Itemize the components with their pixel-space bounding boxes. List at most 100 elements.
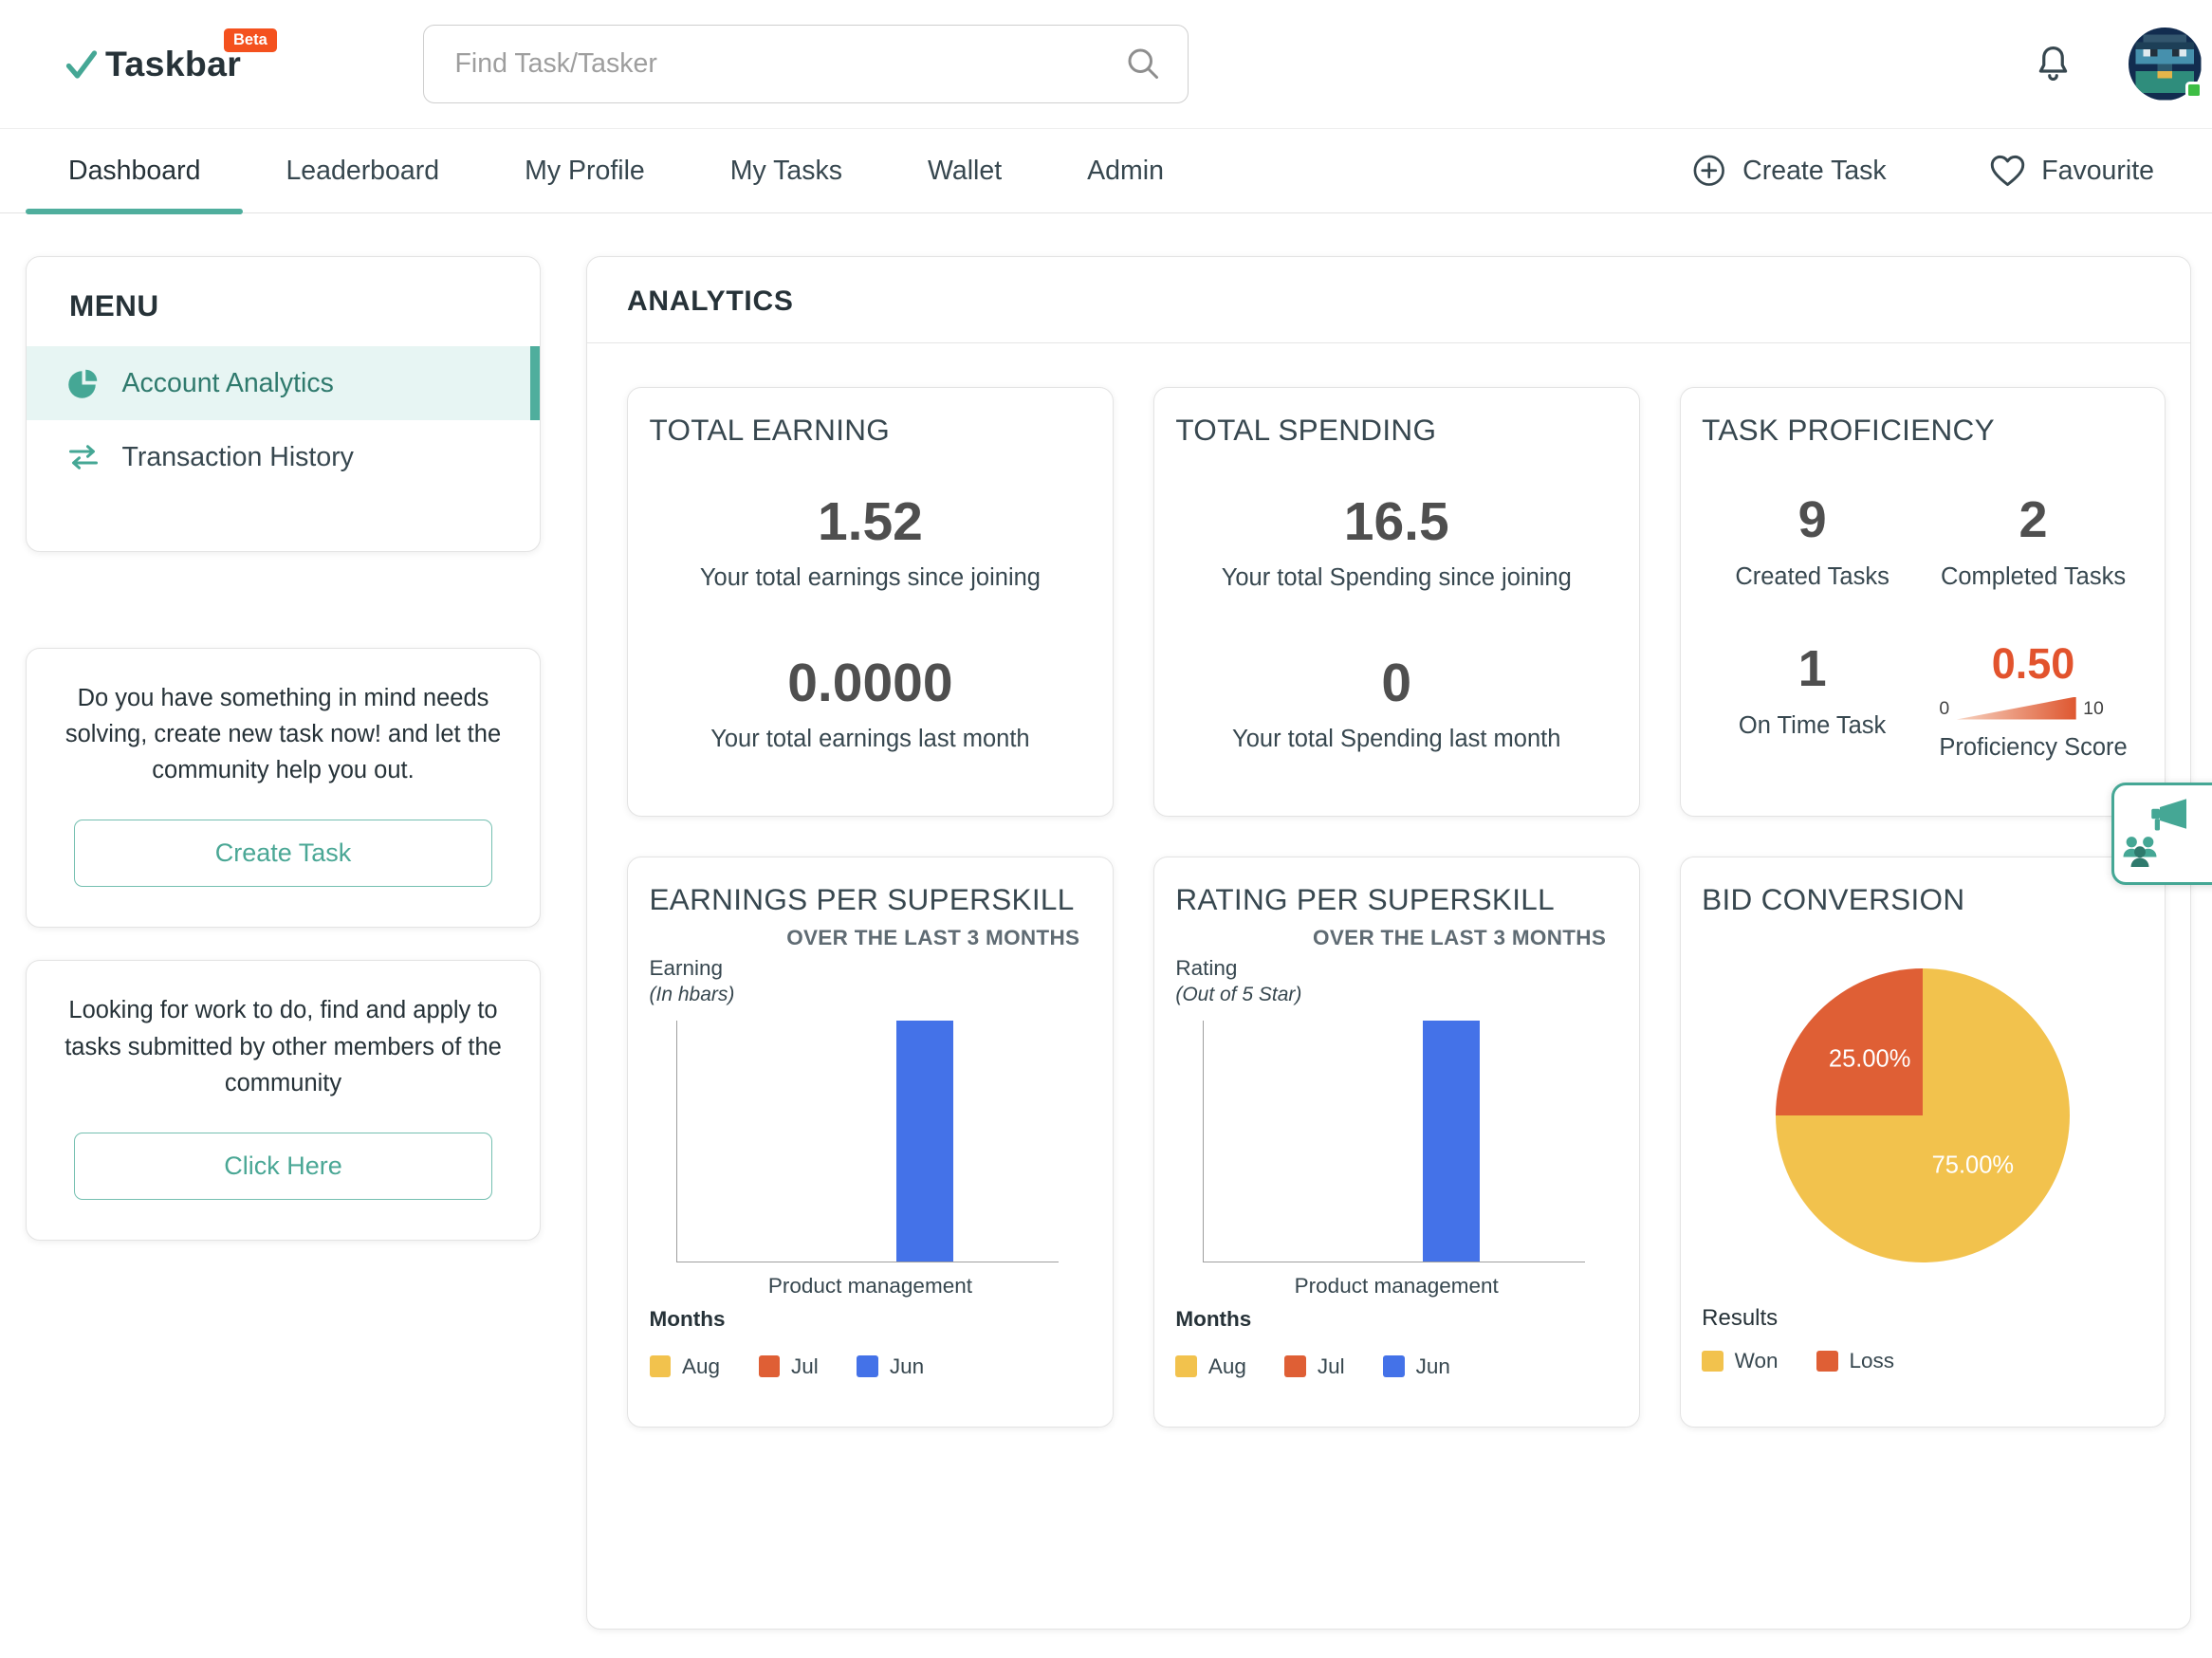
online-status-dot <box>2185 82 2203 100</box>
legend-label: Loss <box>1849 1349 1895 1372</box>
category-label: Product management <box>1294 1273 1499 1298</box>
create-task-label: Create Task <box>1742 155 1887 186</box>
legend-item-jul: Jul <box>758 1354 819 1379</box>
feedback-widget[interactable] <box>2111 783 2212 885</box>
find-work-promo-card: Looking for work to do, find and apply t… <box>26 960 541 1241</box>
pie-legend: Won Loss <box>1702 1349 2144 1373</box>
card-title: TASK PROFICIENCY <box>1702 412 1995 447</box>
created-tasks-label: Created Tasks <box>1735 562 1889 590</box>
legend-label: Aug <box>1207 1354 1246 1378</box>
earnings-per-superskill-card: EARNINGS PER SUPERSKILL OVER THE LAST 3 … <box>627 857 1114 1428</box>
legend-label: Jun <box>889 1354 925 1378</box>
active-indicator-bar <box>529 346 540 420</box>
content-area: MENU Account Analytics <box>0 213 2212 1658</box>
legend-swatch-jun <box>857 1355 878 1377</box>
brand-logo[interactable]: Taskbar Beta <box>65 28 349 84</box>
plus-circle-icon <box>1691 153 1727 189</box>
main-nav: Dashboard Leaderboard My Profile My Task… <box>0 128 2212 213</box>
card-title: TOTAL SPENDING <box>1175 412 1437 447</box>
user-avatar[interactable] <box>2129 28 2203 101</box>
top-bar: Taskbar Beta <box>0 0 2212 128</box>
legend-item-aug: Aug <box>649 1354 721 1379</box>
bar-jun[interactable] <box>895 1020 953 1262</box>
sidebar-item-label: Account Analytics <box>121 367 334 398</box>
menu-card: MENU Account Analytics <box>26 256 541 552</box>
notifications-bell-icon[interactable] <box>2032 43 2074 85</box>
legend-item-jun: Jun <box>1383 1354 1450 1379</box>
chart-subtitle: OVER THE LAST 3 MONTHS <box>1313 925 1607 949</box>
legend-label: Jun <box>1415 1354 1450 1378</box>
completed-tasks-stat: 2 Completed Tasks <box>1941 490 2126 591</box>
spending-month-value: 0 <box>1381 652 1412 713</box>
promo-click-here-button[interactable]: Click Here <box>74 1133 492 1200</box>
y-axis-unit: (In hbars) <box>649 983 735 1005</box>
analytics-header: ANALYTICS <box>587 257 2190 343</box>
legend-item-jul: Jul <box>1284 1354 1345 1379</box>
bar-jun[interactable] <box>1422 1020 1480 1262</box>
legend-swatch-jul <box>758 1355 781 1377</box>
legend-swatch-won <box>1702 1350 1724 1372</box>
tab-admin[interactable]: Admin <box>1087 155 1164 186</box>
search-icon[interactable] <box>1124 45 1163 90</box>
chart-subtitle: OVER THE LAST 3 MONTHS <box>786 925 1080 949</box>
legend-swatch-aug <box>649 1355 671 1377</box>
create-task-promo-card: Do you have something in mind needs solv… <box>26 647 541 928</box>
promo-text: Do you have something in mind needs solv… <box>65 684 502 784</box>
promo-create-task-button[interactable]: Create Task <box>74 820 492 887</box>
legend-item-won: Won <box>1702 1349 1779 1373</box>
created-tasks-value: 9 <box>1797 490 1827 548</box>
completed-tasks-value: 2 <box>2018 490 2048 548</box>
search-input[interactable] <box>422 25 1189 103</box>
proficiency-grid: 9 Created Tasks 2 Completed Tasks 1 On T… <box>1702 490 2144 762</box>
analytics-title: ANALYTICS <box>627 286 794 317</box>
x-axis-name: Months <box>1175 1306 1252 1331</box>
on-time-task-stat: 1 On Time Task <box>1739 639 1886 762</box>
won-percent-label: 75.00% <box>1931 1151 2015 1179</box>
completed-tasks-label: Completed Tasks <box>1940 562 2127 590</box>
tab-wallet[interactable]: Wallet <box>928 155 1003 186</box>
tab-dashboard[interactable]: Dashboard <box>26 129 244 213</box>
proficiency-score-value: 0.50 <box>1991 638 2075 688</box>
sidebar-item-account-analytics[interactable]: Account Analytics <box>27 346 540 420</box>
checkmark-icon <box>65 47 99 82</box>
sidebar-item-transaction-history[interactable]: Transaction History <box>27 420 540 494</box>
bid-conversion-card: BID CONVERSION 25.00% 75.00% Results Won… <box>1679 857 2166 1428</box>
tab-leaderboard[interactable]: Leaderboard <box>286 155 440 186</box>
earning-since-value: 1.52 <box>817 490 923 552</box>
legend-swatch-jul <box>1284 1355 1306 1377</box>
heart-icon <box>1989 154 2026 188</box>
y-axis-name: Rating <box>1175 955 1238 980</box>
earning-stats: 1.52 Your total earnings since joining 0… <box>650 490 1092 753</box>
favourite-button[interactable]: Favourite <box>1989 154 2154 188</box>
rating-per-superskill-card: RATING PER SUPERSKILL OVER THE LAST 3 MO… <box>1152 857 1640 1428</box>
tab-my-profile[interactable]: My Profile <box>525 155 645 186</box>
transfer-arrows-icon <box>66 440 101 474</box>
task-proficiency-card: TASK PROFICIENCY 9 Created Tasks 2 Compl… <box>1679 387 2166 817</box>
create-task-button[interactable]: Create Task <box>1691 153 1887 189</box>
chart-legend: Aug Jul Jun <box>649 1354 1092 1379</box>
earning-month-value: 0.0000 <box>787 652 953 713</box>
legend-swatch-aug <box>1175 1355 1197 1377</box>
chart-title: BID CONVERSION <box>1702 881 1965 916</box>
total-earning-card: TOTAL EARNING 1.52 Your total earnings s… <box>627 387 1114 817</box>
legend-item-loss: Loss <box>1816 1349 1894 1373</box>
proficiency-scale-triangle <box>1956 696 2076 720</box>
legend-label: Won <box>1734 1349 1779 1372</box>
analytics-panel: ANALYTICS TOTAL EARNING 1.52 Your total … <box>586 256 2191 1630</box>
legend-swatch-loss <box>1816 1350 1838 1372</box>
earning-since-label: Your total earnings since joining <box>699 563 1041 591</box>
scale-min-label: 0 <box>1939 697 1950 719</box>
bar-chart-plot <box>1202 1020 1585 1262</box>
legend-label: Aug <box>682 1354 721 1378</box>
x-axis-name: Months <box>649 1306 726 1331</box>
legend-swatch-jun <box>1383 1355 1405 1377</box>
on-time-task-value: 1 <box>1797 639 1827 697</box>
sidebar-item-label: Transaction History <box>121 441 354 472</box>
tab-my-tasks[interactable]: My Tasks <box>729 155 843 186</box>
beta-badge: Beta <box>223 28 278 52</box>
y-axis-unit: (Out of 5 Star) <box>1175 983 1302 1005</box>
bar-group <box>783 1020 953 1262</box>
pie-chart[interactable]: 25.00% 75.00% <box>1775 967 2071 1262</box>
spending-stats: 16.5 Your total Spending since joining 0… <box>1175 490 1617 753</box>
